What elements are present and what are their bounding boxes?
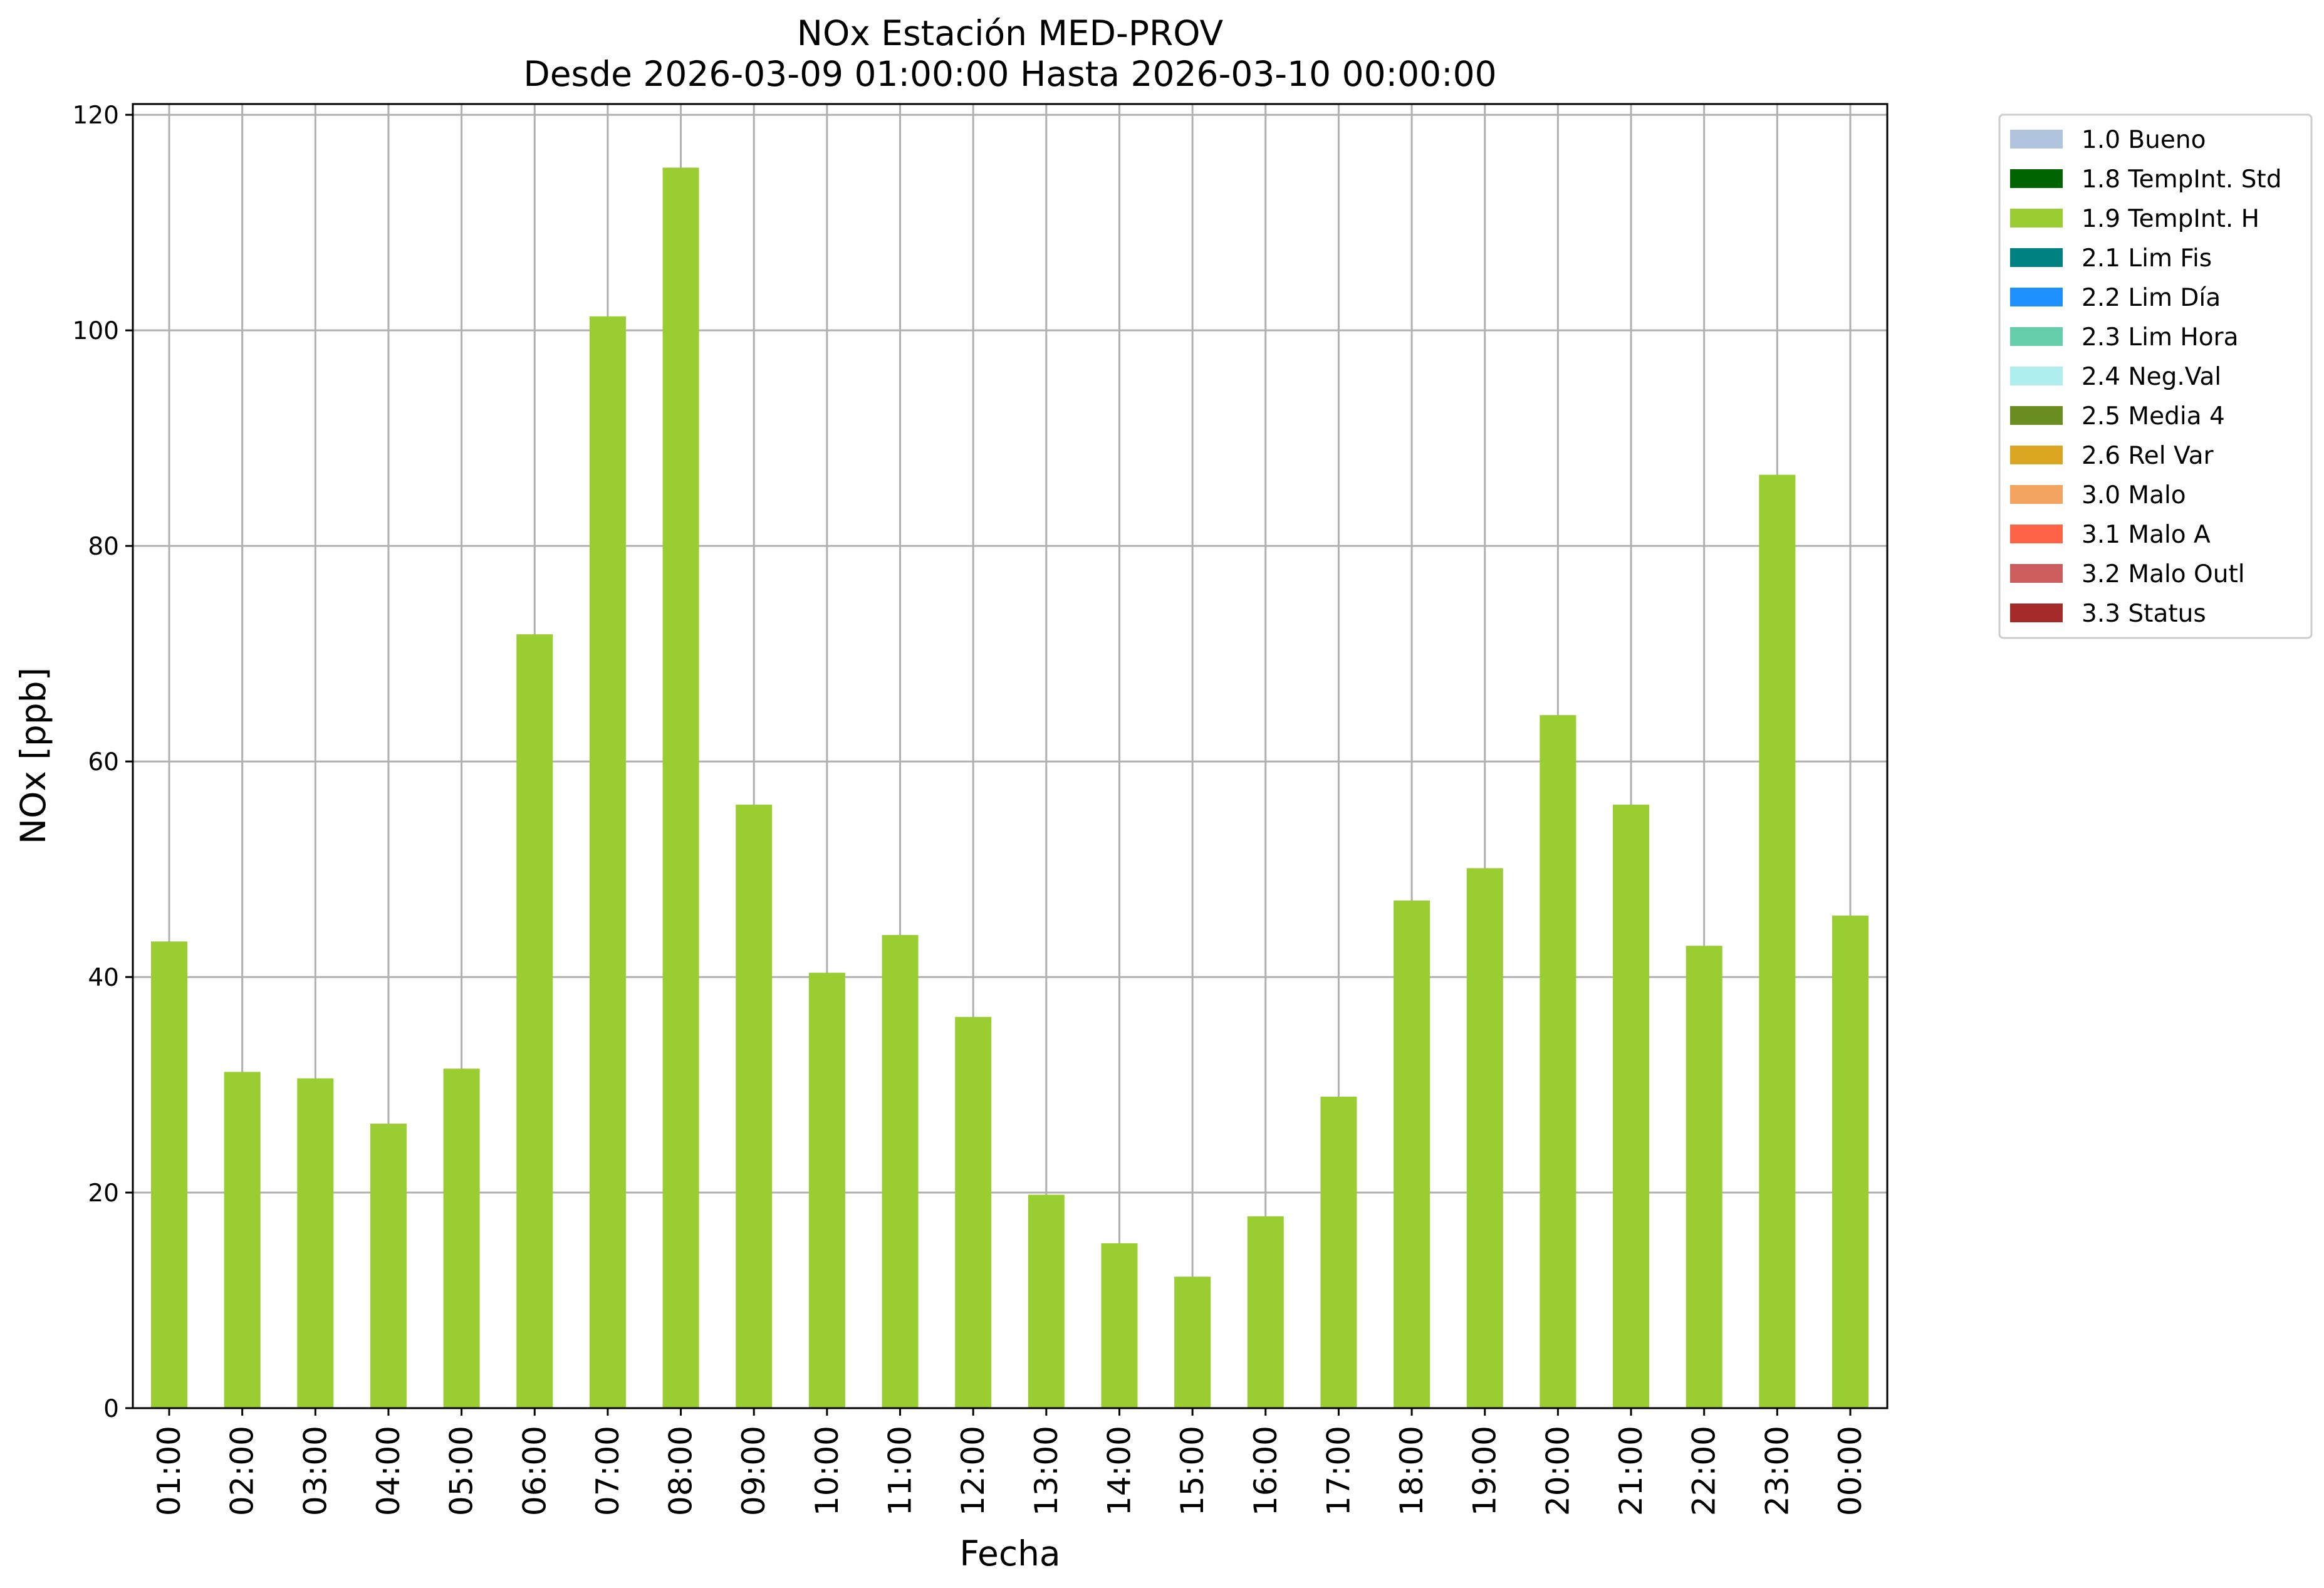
legend-swatch (2010, 248, 2063, 267)
y-tick-label: 100 (73, 317, 119, 345)
y-axis-ticks: 0 20 40 60 80 100 120 (73, 102, 133, 1423)
legend-label: 2.2 Lim Día (2082, 284, 2221, 312)
bar-04:00 (370, 1123, 407, 1408)
x-tick-label: 04:00 (370, 1426, 407, 1516)
x-tick-label: 07:00 (590, 1426, 626, 1516)
y-tick-label: 0 (103, 1395, 119, 1423)
bar-08:00 (662, 167, 699, 1409)
x-tick-label: 12:00 (955, 1426, 991, 1516)
legend-label: 1.8 TempInt. Std (2082, 165, 2281, 194)
bar-22:00 (1686, 946, 1722, 1408)
legend-swatch (2010, 169, 2063, 188)
x-tick-label: 18:00 (1394, 1426, 1430, 1516)
bar-01:00 (151, 941, 187, 1408)
legend-label: 2.3 Lim Hora (2082, 323, 2239, 352)
y-tick-label: 80 (88, 533, 119, 561)
x-tick-label: 00:00 (1832, 1426, 1868, 1516)
legend-swatch (2010, 525, 2063, 543)
x-tick-label: 22:00 (1686, 1426, 1722, 1516)
legend-label: 2.1 Lim Fis (2082, 244, 2212, 273)
legend-label: 3.1 Malo A (2082, 521, 2211, 549)
legend-frame (1998, 113, 2313, 639)
bar-05:00 (443, 1068, 480, 1408)
legend-swatch (2010, 288, 2063, 306)
legend-swatch (2010, 564, 2063, 583)
legend-label: 2.5 Media 4 (2082, 402, 2225, 431)
bar-21:00 (1613, 804, 1650, 1408)
bar-03:00 (297, 1078, 334, 1408)
chart-title-line1: NOx Estación MED-PROV (797, 13, 1224, 53)
x-tick-label: 02:00 (224, 1426, 261, 1516)
y-tick-label: 120 (73, 102, 119, 130)
legend-label: 3.0 Malo (2082, 481, 2186, 509)
legend-swatch (2010, 485, 2063, 504)
legend-label: 2.6 Rel Var (2082, 442, 2214, 470)
bar-10:00 (808, 973, 845, 1408)
legend-swatch (2010, 446, 2063, 464)
x-tick-label: 19:00 (1467, 1426, 1503, 1516)
x-tick-label: 01:00 (151, 1426, 187, 1516)
legend-swatch (2010, 603, 2063, 622)
y-tick-label: 60 (88, 748, 119, 776)
legend: 1.0 Bueno 1.8 TempInt. Std 1.9 TempInt. H 2… (1998, 113, 2313, 639)
y-tick-label: 20 (88, 1179, 119, 1208)
bar-13:00 (1028, 1194, 1065, 1408)
bar-02:00 (224, 1072, 261, 1408)
legend-label: 1.0 Bueno (2082, 126, 2206, 154)
legend-label: 2.4 Neg.Val (2082, 363, 2221, 391)
x-tick-label: 05:00 (444, 1426, 480, 1516)
bar-06:00 (516, 634, 553, 1408)
x-tick-label: 14:00 (1101, 1426, 1137, 1516)
legend-swatch (2010, 327, 2063, 346)
y-tick-label: 40 (88, 964, 119, 992)
x-axis-ticks: 01:00 02:00 03:00 04:00 05:00 06:00 07:00 08:00… (151, 1408, 1868, 1516)
chart-title-line2: Desde 2026-03-09 01:00:00 Hasta 2026-03-… (523, 54, 1496, 94)
x-tick-label: 10:00 (809, 1426, 845, 1516)
x-tick-label: 21:00 (1613, 1426, 1649, 1516)
bar-17:00 (1320, 1096, 1357, 1408)
x-tick-label: 23:00 (1759, 1426, 1795, 1516)
bar-09:00 (736, 804, 773, 1408)
x-tick-label: 15:00 (1174, 1426, 1211, 1516)
bar-23:00 (1759, 474, 1796, 1408)
bar-16:00 (1247, 1216, 1284, 1408)
plot-frame (132, 103, 1889, 1409)
legend-swatch (2010, 367, 2063, 385)
x-tick-label: 03:00 (297, 1426, 333, 1516)
legend-swatch (2010, 406, 2063, 425)
x-tick-label: 09:00 (736, 1426, 772, 1516)
bar-18:00 (1394, 900, 1430, 1408)
bars (151, 167, 1868, 1409)
bar-19:00 (1466, 868, 1503, 1408)
x-tick-label: 13:00 (1028, 1426, 1065, 1516)
bar-20:00 (1540, 715, 1576, 1408)
x-tick-label: 11:00 (882, 1426, 919, 1516)
x-tick-label: 20:00 (1540, 1426, 1576, 1516)
x-tick-label: 06:00 (516, 1426, 553, 1516)
bar-14:00 (1101, 1243, 1138, 1408)
bar-15:00 (1174, 1277, 1211, 1408)
bar-00:00 (1832, 916, 1868, 1408)
legend-label: 1.9 TempInt. H (2082, 205, 2259, 233)
x-tick-label: 16:00 (1248, 1426, 1284, 1516)
x-tick-label: 08:00 (663, 1426, 699, 1516)
bar-11:00 (882, 934, 919, 1408)
bar-07:00 (589, 316, 626, 1409)
legend-label: 3.2 Malo Outl (2082, 560, 2245, 588)
legend-swatch (2010, 209, 2063, 227)
legend-swatch (2010, 130, 2063, 149)
y-axis-label: NOx [ppb] (13, 667, 53, 844)
bar-12:00 (955, 1016, 992, 1408)
x-axis-label: Fecha (959, 1533, 1060, 1574)
legend-label: 3.3 Status (2082, 600, 2206, 628)
x-tick-label: 17:00 (1320, 1426, 1357, 1516)
